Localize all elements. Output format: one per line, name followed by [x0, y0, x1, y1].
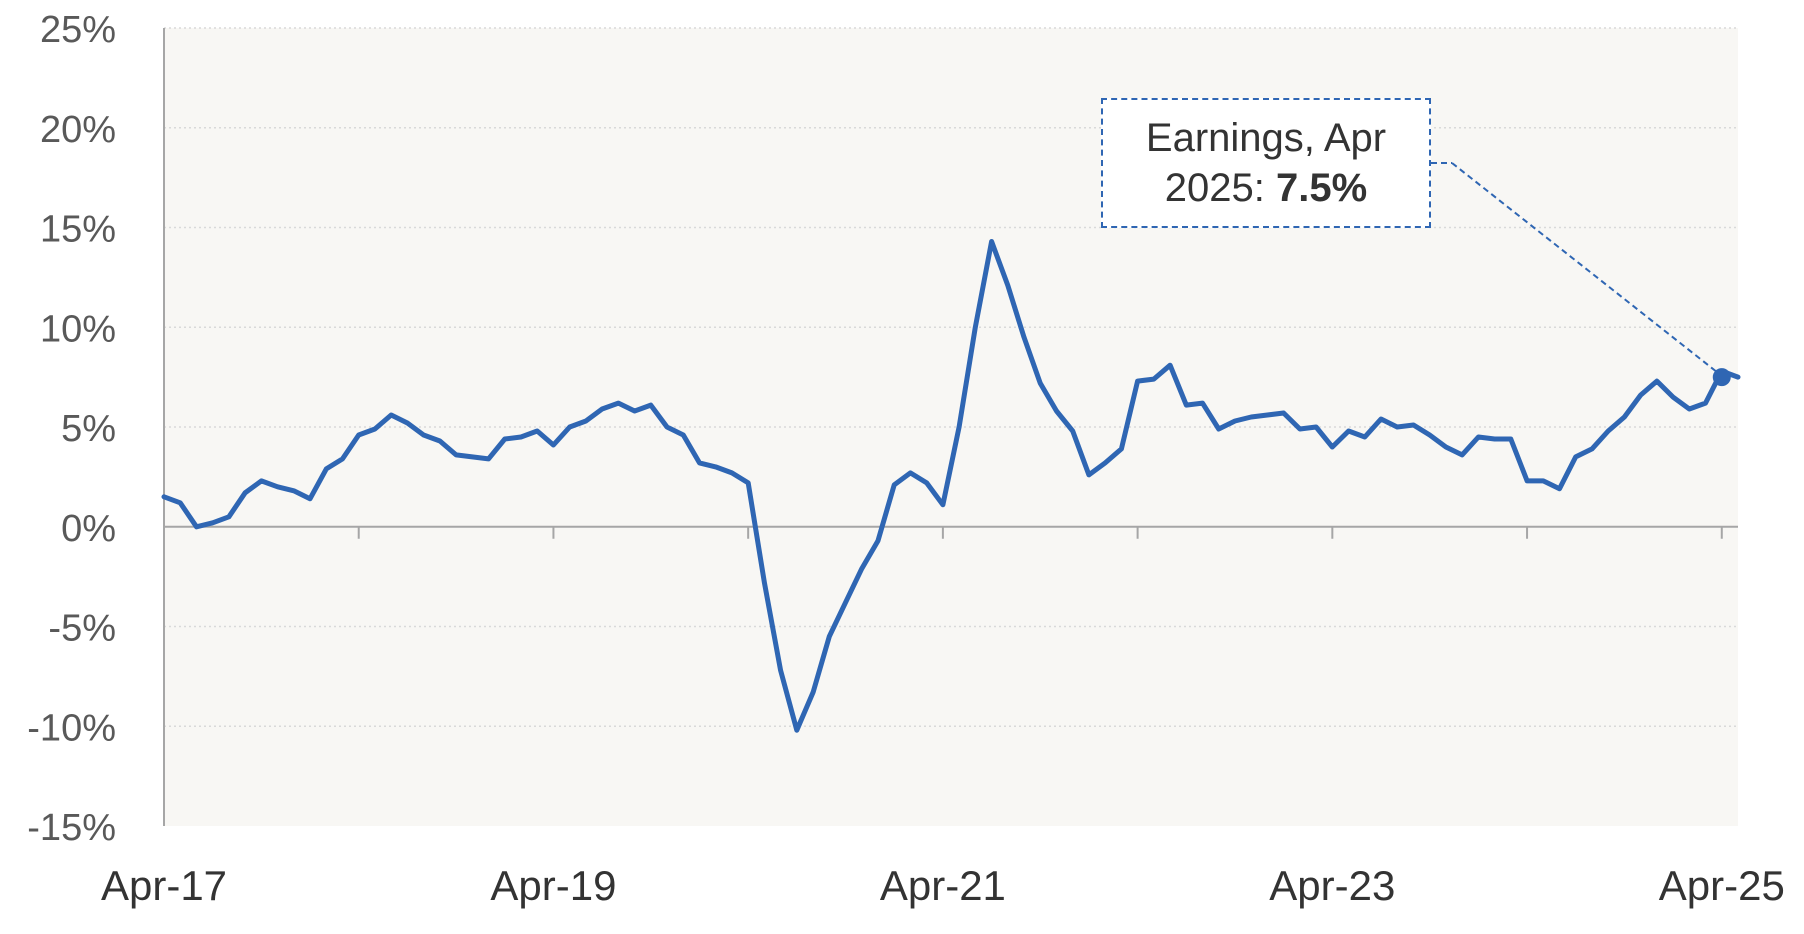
y-tick-label: -10% [27, 707, 116, 749]
x-tick-label: Apr-17 [101, 862, 227, 909]
latest-data-point [1712, 368, 1731, 387]
x-tick-label: Apr-23 [1269, 862, 1395, 909]
annotation-line-2: 2025: 7.5% [1165, 163, 1367, 213]
annotation-value: 7.5% [1276, 166, 1368, 210]
annotation-leader-line [1451, 162, 1717, 372]
y-tick-label: 15% [40, 209, 116, 251]
x-axis-ticks [357, 526, 1723, 539]
x-axis-labels: Apr-17 Apr-19 Apr-21 Apr-23 Apr-25 [101, 862, 1785, 909]
y-tick-label: 0% [61, 508, 116, 550]
annotation-callout: Earnings, Apr 2025: 7.5% [1101, 98, 1431, 228]
y-tick-label: 10% [40, 308, 116, 350]
earnings-series-line [161, 239, 1741, 733]
annotation-date: 2025: [1164, 166, 1277, 210]
gridlines [164, 27, 1738, 727]
y-tick-label: -15% [27, 807, 116, 849]
y-axis-labels: 25% 20% 15% 10% 5% 0% -5% -10% -15% [27, 9, 116, 849]
y-tick-label: 20% [40, 109, 116, 151]
annotation-line-1: Earnings, Apr [1145, 116, 1387, 160]
x-tick-label: Apr-21 [880, 862, 1006, 909]
y-tick-label: -5% [48, 608, 116, 650]
y-tick-label: 25% [40, 9, 116, 51]
x-tick-label: Apr-19 [490, 862, 616, 909]
y-tick-label: 5% [61, 408, 116, 450]
x-tick-label: Apr-25 [1659, 862, 1785, 909]
